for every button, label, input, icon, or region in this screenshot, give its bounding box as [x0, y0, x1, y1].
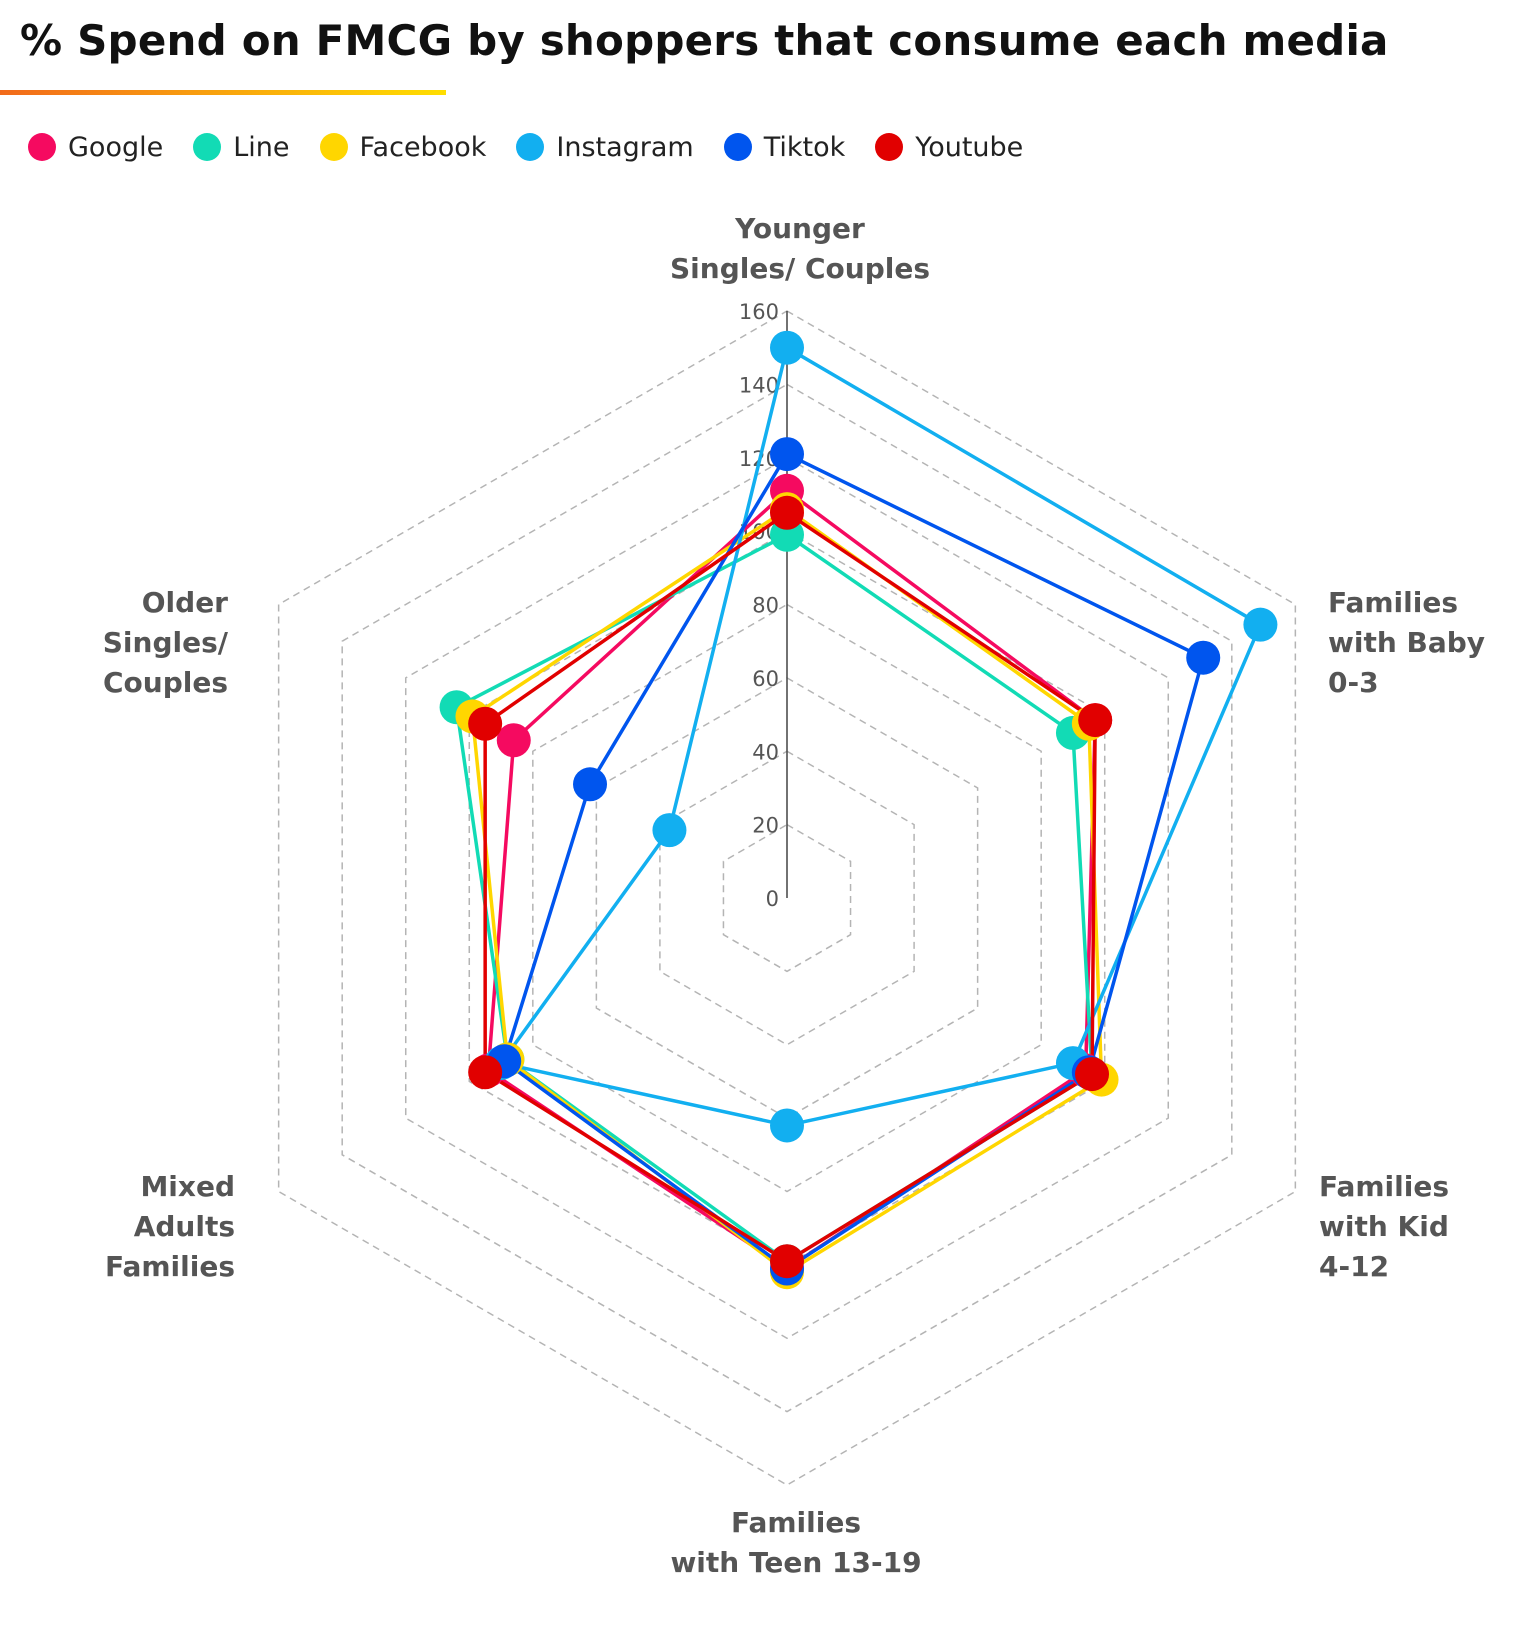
legend-label: Tiktok — [763, 131, 846, 163]
legend-marker — [319, 133, 348, 161]
legend-marker — [516, 133, 545, 161]
chart-legend: Google Line Facebook Instagram Tiktok Youtube — [28, 124, 1053, 170]
legend-marker — [28, 133, 56, 161]
tick-label: 160 — [739, 300, 779, 324]
data-point — [1075, 1057, 1110, 1092]
series-line — [483, 511, 1097, 1263]
data-point — [770, 330, 804, 365]
legend-label: Facebook — [359, 131, 487, 163]
category-label: Families with Baby 0-3 — [1328, 586, 1485, 699]
grid-ring — [532, 603, 1042, 1193]
legend-item: Facebook — [319, 131, 487, 163]
tick-label: 80 — [752, 594, 779, 618]
data-point — [496, 723, 531, 758]
legend-marker — [723, 133, 752, 161]
data-point — [468, 706, 503, 741]
data-point — [468, 1055, 503, 1090]
tick-label: 140 — [739, 373, 779, 397]
category-label: Families with Kid 4-12 — [1319, 1170, 1449, 1283]
data-point — [1186, 640, 1221, 675]
grid-ring — [341, 383, 1233, 1413]
legend-label: Google — [68, 131, 164, 163]
data-point — [770, 1108, 804, 1143]
legend-label: Instagram — [556, 131, 694, 163]
legend-label: Youtube — [915, 131, 1024, 163]
tick-label: 40 — [752, 740, 779, 764]
legend-item: Instagram — [516, 131, 694, 163]
data-point — [770, 437, 804, 472]
data-point — [770, 1244, 804, 1279]
legend-item: Line — [193, 131, 290, 163]
series-line — [502, 452, 1205, 1271]
data-point — [573, 767, 608, 802]
category-label: Families with Teen 13-19 — [670, 1506, 921, 1579]
grid-ring — [404, 456, 1170, 1340]
legend-marker — [875, 133, 904, 161]
data-point — [770, 495, 804, 530]
legend-item: Tiktok — [723, 131, 846, 163]
data-point — [652, 813, 687, 848]
category-label: Younger Singles/ Couples — [670, 212, 930, 285]
legend-marker — [193, 133, 222, 161]
legend-label: Line — [233, 131, 290, 163]
data-point — [1078, 703, 1113, 738]
grid-ring — [277, 310, 1297, 1486]
chart-title: % Spend on FMCG by shoppers that consume… — [20, 16, 1389, 65]
legend-item: Youtube — [875, 132, 1023, 163]
grid-ring — [722, 823, 852, 973]
tick-label: 0 — [766, 887, 779, 911]
data-point — [1243, 607, 1278, 642]
tick-label: 20 — [752, 814, 779, 838]
title-underline — [0, 90, 446, 95]
legend-item: Google — [28, 132, 163, 163]
tick-label: 60 — [752, 667, 779, 691]
category-label: Older Singles/Couples — [103, 586, 229, 699]
series-line — [499, 345, 1263, 1128]
category-label: Mixed Adults Families — [105, 1170, 235, 1283]
